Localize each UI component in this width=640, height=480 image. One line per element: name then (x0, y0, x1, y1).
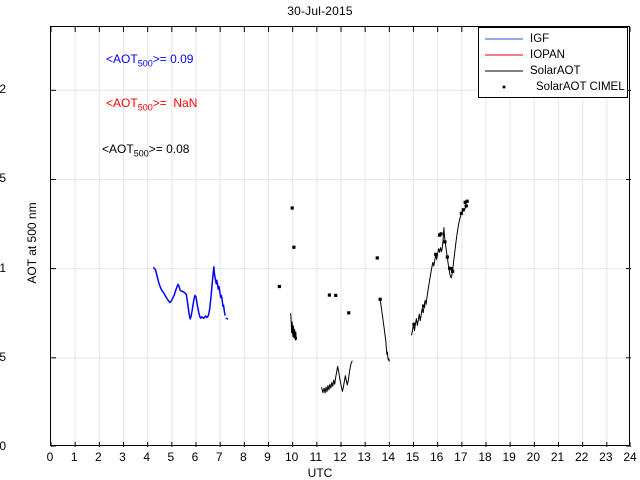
line-icon (485, 38, 523, 40)
x-tick-label: 2 (94, 450, 102, 464)
x-tick-label: 8 (239, 450, 247, 464)
x-tick-label: 17 (454, 450, 468, 464)
series-igf (152, 266, 226, 320)
legend-line-swatch (483, 63, 525, 79)
y-tick-label: 0.2 (0, 82, 6, 97)
legend-marker-dot-icon (483, 79, 525, 95)
legend-line-swatch (483, 47, 525, 63)
legend-item-solaraot-cimel[interactable]: SolarAOT CIMEL (479, 79, 627, 95)
y-tick-label: 0.15 (0, 171, 6, 186)
x-tick-label: 16 (429, 450, 444, 464)
x-tick-label: 5 (167, 450, 175, 464)
x-tick-label: 19 (502, 450, 516, 464)
x-tick-label: 7 (215, 450, 223, 464)
series-igf-tail (225, 317, 229, 320)
x-tick-label: 4 (143, 450, 150, 464)
x-tick-label: 9 (264, 450, 271, 464)
x-tick-label: 11 (309, 450, 323, 464)
chart-title: 30-Jul-2015 (287, 4, 353, 18)
legend-item-iopan[interactable]: IOPAN (479, 47, 627, 63)
annotation-text: <AOT500>= 0.08 (102, 142, 190, 159)
y-tick-label: 0 (0, 439, 6, 453)
y-axis-label: AOT at 500 nm (25, 202, 39, 284)
y-tick-label: 0.05 (0, 349, 6, 364)
x-tick-label: 18 (478, 450, 492, 464)
x-tick-label: 24 (623, 450, 637, 464)
legend-item-igf[interactable]: IGF (479, 31, 627, 47)
line-icon (485, 54, 523, 56)
x-tick-label: 6 (191, 450, 199, 464)
series-solaraot (290, 205, 469, 394)
annotation-mean-aot-iopan: <AOT500>= NaN (106, 96, 197, 112)
x-tick-label: 3 (119, 450, 126, 464)
x-tick-label: 1 (70, 450, 78, 464)
legend-line-swatch (483, 31, 525, 47)
x-tick-label: 20 (526, 450, 540, 464)
annotation-text: <AOT500>= 0.09 (106, 52, 194, 69)
annotation-mean-aot-solaraot: <AOT500>= 0.08 (102, 142, 189, 158)
x-tick-label: 14 (381, 450, 395, 464)
dot-icon (502, 85, 506, 89)
annotation-mean-aot-igf: <AOT500>= 0.09 (106, 52, 193, 68)
legend-box: IGF IOPAN SolarAOT SolarAOT CIMEL (478, 27, 628, 98)
legend-item-solaraot[interactable]: SolarAOT (479, 63, 627, 79)
x-tick-label: 22 (574, 450, 589, 464)
legend-label: IOPAN (530, 49, 565, 61)
legend-label: IGF (530, 33, 550, 45)
x-tick-label: 23 (599, 450, 613, 464)
line-icon (485, 70, 523, 72)
x-tick-label: 15 (405, 450, 420, 464)
x-tick-label: 12 (333, 450, 347, 464)
legend-label: SolarAOT CIMEL (536, 81, 625, 93)
x-tick-label: 21 (550, 450, 565, 464)
x-tick-label: 13 (357, 450, 371, 464)
x-tick-label: 10 (284, 450, 299, 464)
x-axis-label: UTC (307, 466, 333, 480)
x-tick-label: 0 (46, 450, 54, 464)
legend-label: SolarAOT (530, 65, 581, 77)
annotation-text: <AOT500>= NaN (106, 96, 198, 113)
y-tick-label: 0.1 (0, 260, 6, 275)
series-solaraot-cimel (277, 199, 469, 326)
